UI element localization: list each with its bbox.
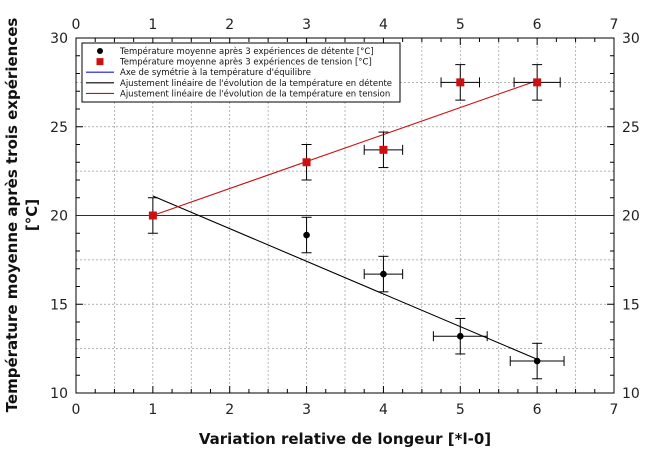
x-tick-label-bottom: 5 [456, 402, 465, 418]
legend-label: Ajustement linéaire de l'évolution de la… [120, 78, 392, 89]
y-axis-title-line-1: Température moyenne après trois expérien… [3, 18, 21, 413]
legend: Température moyenne après 3 expériences … [81, 42, 401, 103]
y-tick-label-left: 25 [50, 120, 68, 136]
legend-circle-symbol [97, 48, 103, 54]
ticks [75, 37, 615, 394]
series-lines [76, 80, 614, 360]
legend-label: Température moyenne après 3 expériences … [119, 57, 372, 68]
y-tick-label-left: 15 [50, 297, 68, 313]
x-tick-label-bottom: 3 [302, 402, 311, 418]
x-tick-label-top: 2 [225, 17, 234, 33]
data-point-0-1 [363, 255, 404, 293]
series-line-3 [152, 195, 538, 360]
y-tick-label-right: 25 [622, 120, 640, 136]
data-point-1-2 [363, 131, 404, 169]
x-axis-title: Variation relative de longeur [*l-0] [199, 430, 491, 448]
x-tick-label-bottom: 0 [72, 402, 81, 418]
square-marker [456, 78, 465, 87]
data-point-1-4 [513, 64, 561, 101]
legend-item: Ajustement linéaire de l'évolution de la… [86, 88, 390, 99]
circle-marker [303, 231, 310, 239]
legend-item: Température moyenne après 3 expériences … [96, 57, 372, 68]
legend-item: Ajustement linéaire de l'évolution de la… [86, 78, 392, 89]
y-tick-label-right: 30 [622, 31, 640, 47]
x-tick-label-top: 1 [148, 17, 157, 33]
y-tick-label-right: 20 [622, 209, 640, 225]
x-tick-label-top: 3 [302, 17, 311, 33]
y-tick-label-left: 30 [50, 31, 68, 47]
legend-label: Température moyenne après 3 expériences … [119, 46, 374, 57]
legend-square-symbol [96, 58, 104, 66]
data-point-0-2 [432, 317, 488, 355]
y-tick-label-left: 10 [50, 386, 68, 402]
x-tick-label-bottom: 1 [148, 402, 157, 418]
square-marker [148, 211, 157, 220]
x-tick-label-bottom: 4 [379, 402, 388, 418]
circle-marker [456, 332, 464, 340]
data-point-0-3 [509, 342, 565, 380]
data-point-1-0 [147, 197, 158, 234]
circle-marker [380, 270, 387, 278]
square-marker [379, 145, 388, 154]
y-tick-label-right: 15 [622, 297, 640, 313]
y-tick-label-right: 10 [622, 386, 640, 402]
data-point-1-1 [301, 144, 312, 181]
y-axis-title-line-2: [°C] [23, 199, 41, 231]
x-tick-label-bottom: 2 [225, 402, 234, 418]
x-tick-label-top: 6 [533, 17, 542, 33]
legend-label: Ajustement linéaire de l'évolution de la… [120, 88, 390, 99]
series-line-4 [152, 80, 538, 217]
square-marker [302, 158, 311, 167]
x-tick-label-top: 5 [456, 17, 465, 33]
square-marker [533, 78, 542, 87]
x-tick-label-top: 0 [72, 17, 81, 33]
x-tick-label-bottom: 7 [610, 402, 619, 418]
circle-marker [533, 357, 541, 365]
legend-box [81, 42, 401, 103]
legend-item: Température moyenne après 3 expériences … [97, 46, 374, 57]
legend-label: Axe de symétrie à la température d'équil… [120, 67, 311, 78]
data-point-1-3 [440, 64, 480, 101]
x-tick-label-top: 4 [379, 17, 388, 33]
x-tick-label-top: 7 [610, 17, 619, 33]
data-point-0-0 [301, 216, 312, 254]
legend-item: Axe de symétrie à la température d'équil… [86, 67, 311, 78]
y-tick-label-left: 20 [50, 209, 68, 225]
series-points [147, 64, 565, 380]
x-tick-label-bottom: 6 [533, 402, 542, 418]
plot-frame [75, 37, 615, 394]
